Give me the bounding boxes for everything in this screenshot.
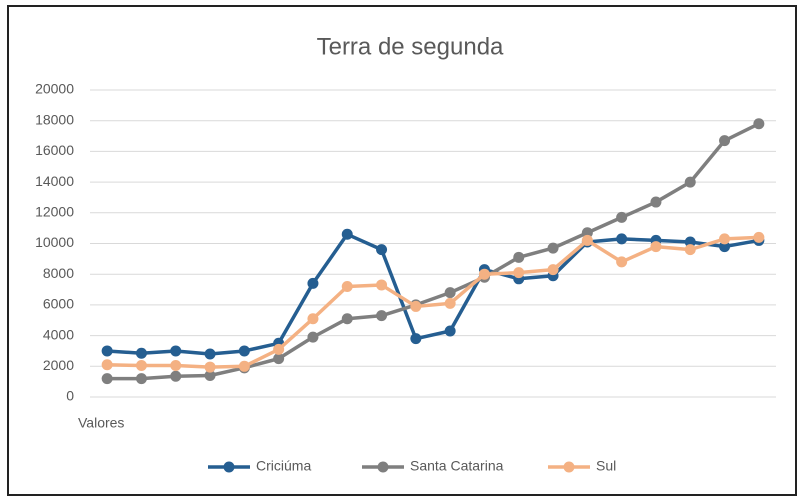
data-point [204,361,216,373]
chart-frame [7,5,797,496]
data-point [650,241,662,253]
data-point [753,118,765,130]
series-line [107,235,759,369]
data-point [204,370,216,382]
legend-marker [223,461,235,473]
data-point [341,313,353,325]
data-point [650,196,662,208]
data-point [513,251,525,263]
data-point [444,287,456,299]
data-point [341,228,353,240]
legend-label: Criciúma [256,458,311,474]
data-point [410,300,422,312]
series-line [107,122,760,381]
data-point [719,135,731,147]
data-point [101,345,113,357]
data-point [581,234,593,246]
data-point [170,345,182,357]
data-point [307,313,319,325]
y-tick-label: 14000 [35,173,74,189]
data-point [478,268,490,280]
data-point [684,176,696,188]
data-point [238,345,250,357]
data-point [581,227,593,239]
chart-title: Terra de segunda [317,33,504,60]
data-point [204,348,216,360]
data-point [170,370,182,382]
data-point [307,277,319,289]
series-line [107,232,760,356]
data-point [684,236,696,248]
data-point [273,353,285,365]
data-point [753,231,765,243]
y-tick-label: 6000 [43,296,74,312]
data-point [684,244,696,256]
y-tick-label: 0 [66,388,74,404]
data-point [376,279,388,291]
data-point [101,359,113,371]
data-point [444,325,456,337]
data-point [273,343,285,355]
y-tick-label: 4000 [43,326,74,342]
data-point [616,256,628,268]
data-point [307,331,319,343]
data-point [719,233,731,245]
y-tick-label: 20000 [35,81,74,97]
data-point [376,244,388,256]
data-point [170,360,182,372]
data-point [444,297,456,309]
data-point [547,264,559,276]
data-point [135,360,147,372]
legend-marker [377,461,389,473]
data-point [101,373,113,385]
y-tick-label: 2000 [43,357,74,373]
data-point [376,310,388,322]
x-axis-label: Valores [78,415,124,431]
data-point [513,267,525,279]
data-point [238,360,250,372]
data-point [341,280,353,292]
data-point [135,347,147,359]
data-point [410,333,422,345]
legend-label: Santa Catarina [410,458,504,474]
y-tick-label: 12000 [35,204,74,220]
data-point [616,233,628,245]
data-point [547,242,559,254]
legend-marker [563,461,575,473]
y-tick-label: 18000 [35,111,74,127]
y-tick-label: 10000 [35,234,74,250]
data-point [616,211,628,223]
y-tick-label: 8000 [43,265,74,281]
data-point [135,373,147,385]
y-tick-label: 16000 [35,142,74,158]
data-point [719,241,731,253]
legend-label: Sul [596,458,616,474]
